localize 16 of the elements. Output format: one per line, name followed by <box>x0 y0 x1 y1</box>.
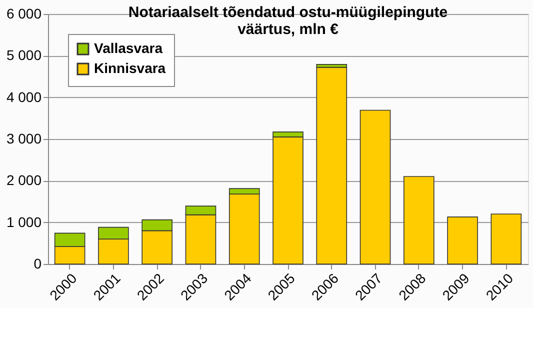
y-tick-label: 5 000 <box>6 47 42 64</box>
bar <box>447 216 478 264</box>
y-tick-label: 2 000 <box>6 172 42 188</box>
text: Notariaalselt tõendatud ostu-müügilepingute <box>128 4 448 21</box>
legend-label: Vallasvara <box>94 40 163 56</box>
bar <box>490 214 522 264</box>
y-tick-label: 0 <box>34 256 42 272</box>
bar <box>360 110 391 264</box>
bar <box>404 176 434 264</box>
y-tick-label: 1 000 <box>6 214 42 230</box>
bar <box>316 66 348 264</box>
y-tick-label: 3 000 <box>6 130 42 146</box>
text: väärtus, mln € <box>238 21 338 38</box>
y-tick-label: 6 000 <box>6 6 42 22</box>
legend-label: Kinnisvara <box>94 60 166 76</box>
y-tick-label: 4 000 <box>6 88 42 105</box>
